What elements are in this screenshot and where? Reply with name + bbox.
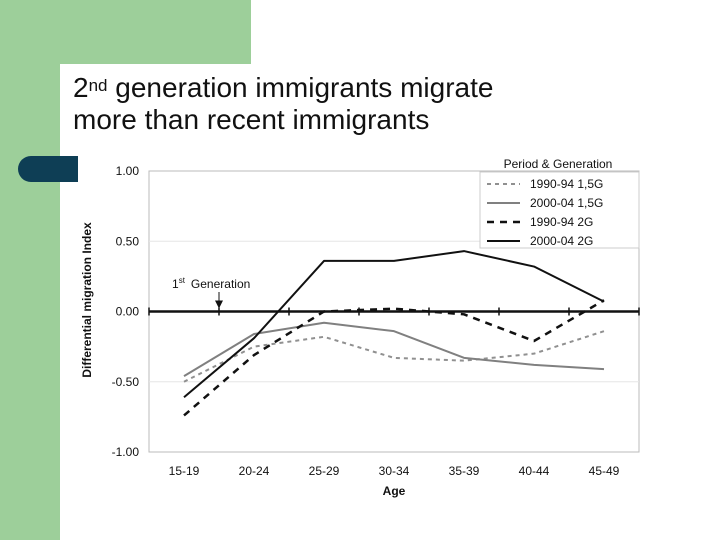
legend-title: Period & Generation <box>504 157 613 171</box>
title-superscript: nd <box>88 76 108 95</box>
y-tick-label: -1.00 <box>112 445 140 459</box>
top-accent-bar <box>60 0 251 64</box>
slide-title: 2nd generation immigrants migrate more t… <box>73 72 713 136</box>
legend-label: 2000-04 1,5G <box>530 196 603 210</box>
left-accent-bar <box>0 0 60 540</box>
y-tick-label: -0.50 <box>112 375 140 389</box>
legend-label: 1990-94 1,5G <box>530 177 603 191</box>
y-tick-label: 0.50 <box>116 234 140 248</box>
x-tick-label: 40-44 <box>519 464 550 478</box>
x-tick-label: 20-24 <box>239 464 270 478</box>
series-line-2000-04-2g <box>183 250 605 398</box>
title-line2: more than recent immigrants <box>73 104 430 135</box>
x-tick-label: 15-19 <box>169 464 200 478</box>
legend: Period & Generation 1990-94 1,5G 2000-04 … <box>479 157 640 249</box>
series-line-1990-94-1-5g <box>183 330 605 383</box>
x-tick-label: 30-34 <box>379 464 410 478</box>
series-line-1990-94-2g <box>183 299 605 417</box>
annotation-arrow-head <box>215 300 223 309</box>
baseline-annotation: 1st Generation <box>172 276 250 291</box>
series-line-2000-04-1-5g <box>183 321 605 377</box>
y-tick-label: 1.00 <box>116 164 140 178</box>
x-tick-label: 25-29 <box>309 464 340 478</box>
y-axis-label: Differential migration Index <box>80 222 94 378</box>
y-tick-label: 0.00 <box>116 305 140 319</box>
legend-label: 2000-04 2G <box>530 234 593 248</box>
x-tick-label: 45-49 <box>589 464 620 478</box>
teal-tab-decoration <box>18 156 78 182</box>
legend-label: 1990-94 2G <box>530 215 593 229</box>
title-prefix: 2 <box>73 72 89 103</box>
x-tick-label: 35-39 <box>449 464 480 478</box>
x-axis-label: Age <box>383 484 406 498</box>
title-line1: generation immigrants migrate <box>107 72 494 103</box>
